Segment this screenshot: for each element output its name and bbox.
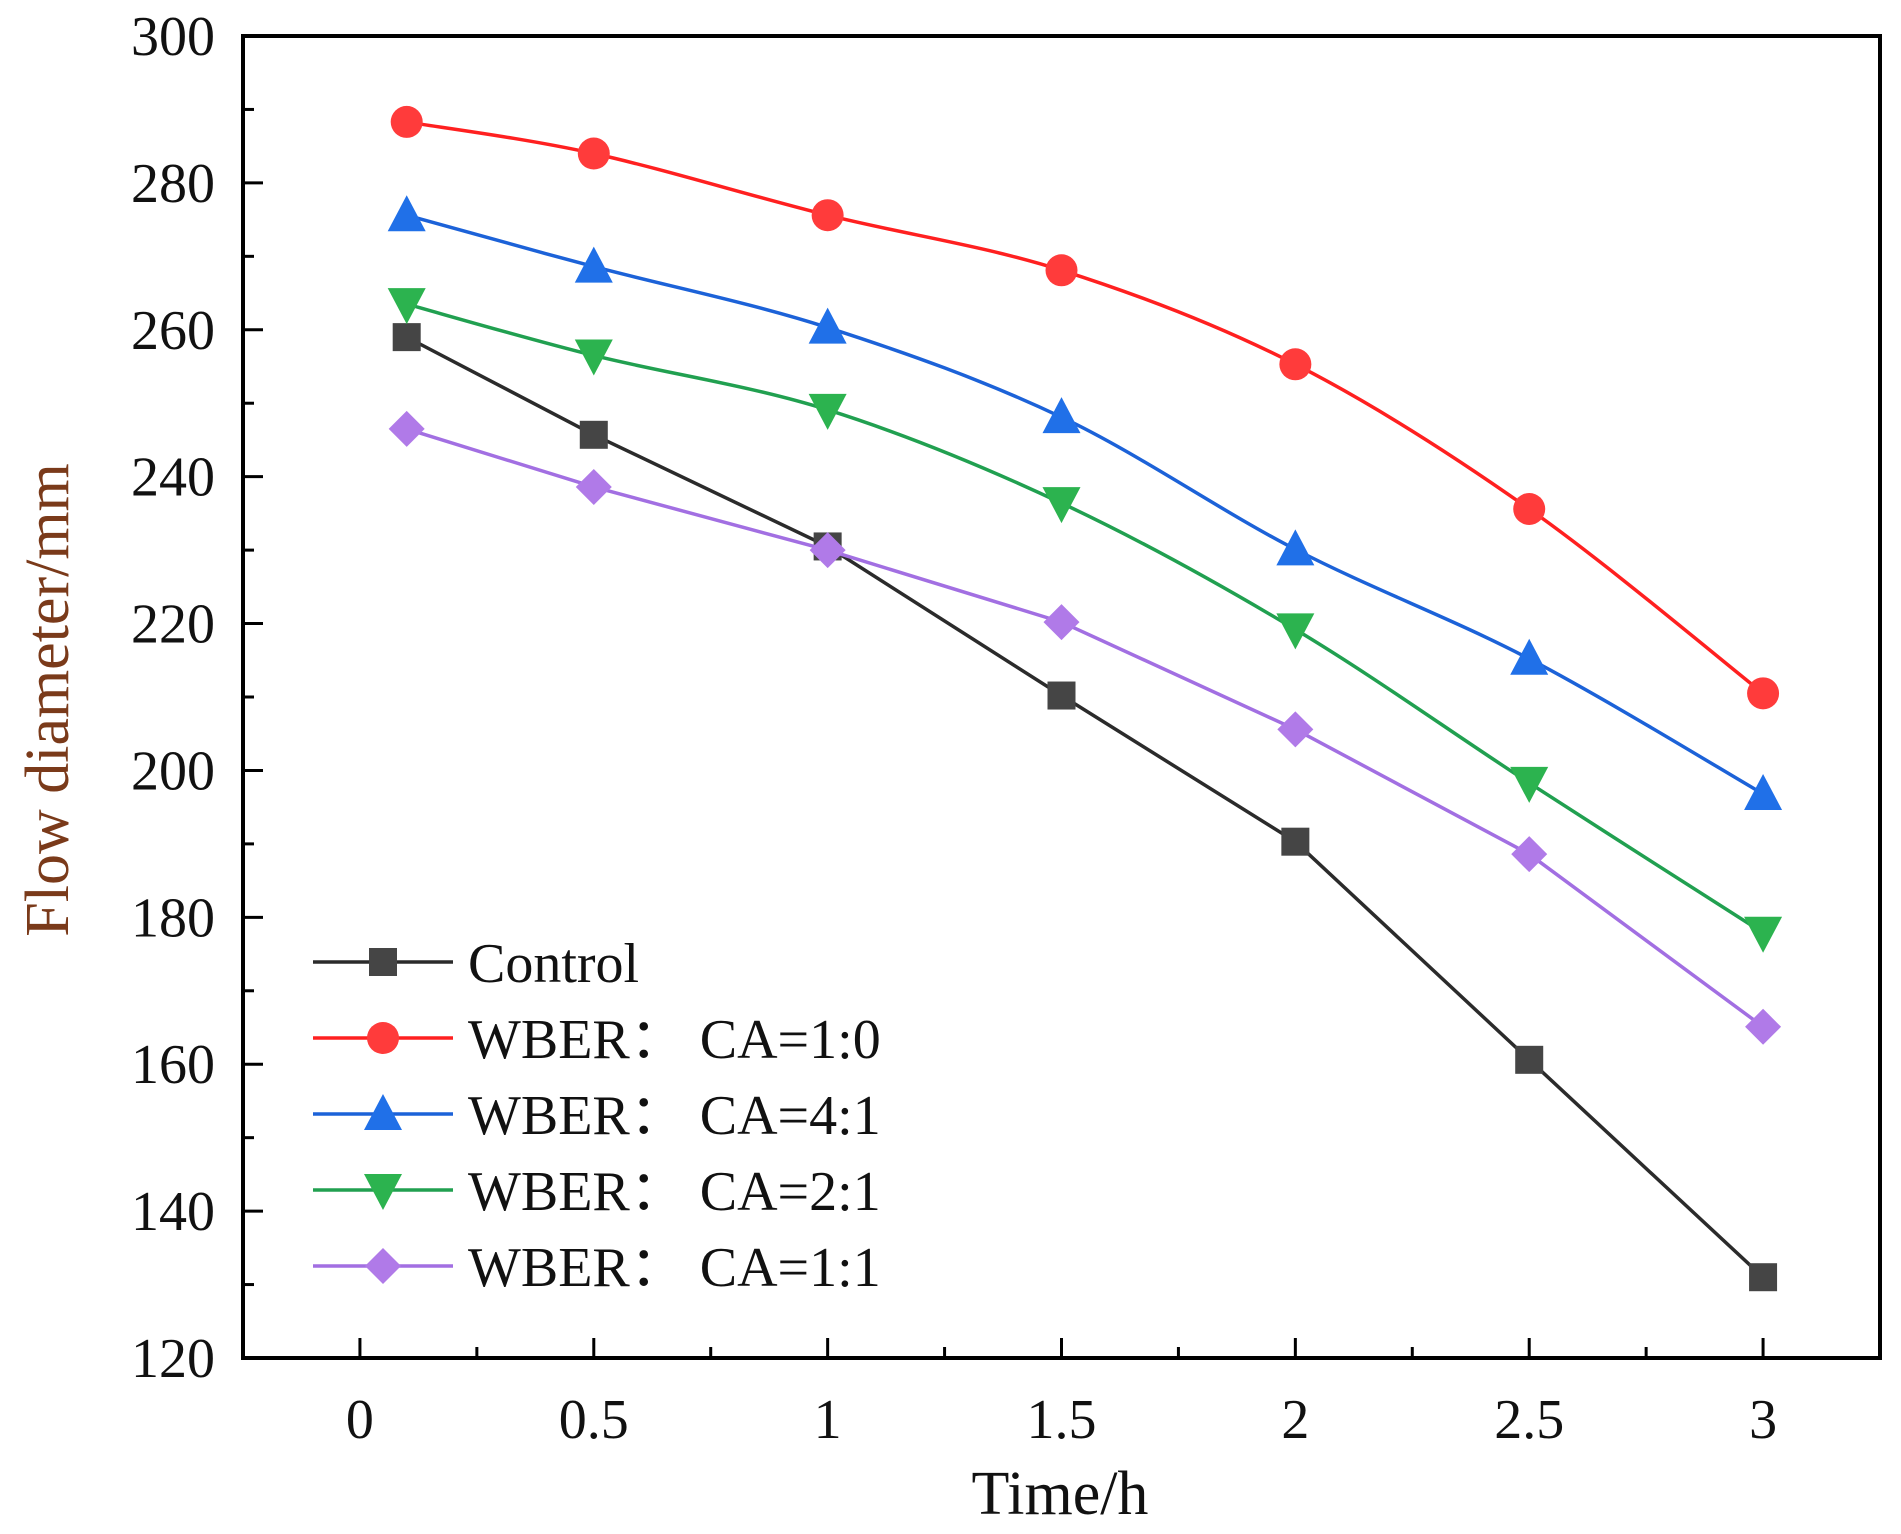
data-point bbox=[388, 410, 425, 447]
legend-label: Control bbox=[468, 933, 639, 995]
x-tick-label: 3 bbox=[1749, 1389, 1777, 1451]
data-point bbox=[1513, 492, 1546, 525]
data-point bbox=[1511, 836, 1548, 873]
data-point bbox=[809, 532, 846, 569]
y-tick-label: 300 bbox=[131, 6, 215, 68]
data-point bbox=[1744, 916, 1783, 953]
y-tick-label: 200 bbox=[131, 740, 215, 802]
series-line bbox=[406, 213, 1764, 796]
x-tick-label: 2 bbox=[1281, 1389, 1309, 1451]
x-axis-title: Time/h bbox=[972, 1460, 1149, 1528]
y-tick-label: 160 bbox=[131, 1034, 215, 1096]
data-point bbox=[1744, 773, 1783, 810]
data-point bbox=[392, 323, 421, 352]
series-layer bbox=[387, 105, 1783, 1292]
data-point bbox=[1042, 397, 1081, 434]
legend: Control WBER： CA=1:0 WBER： CA=4:1 WBER： CA=… bbox=[313, 933, 881, 1299]
series-3 bbox=[387, 195, 1783, 810]
data-point bbox=[390, 105, 423, 138]
data-point bbox=[1745, 1008, 1782, 1045]
legend-item: Control bbox=[313, 933, 639, 995]
data-point bbox=[387, 195, 426, 232]
legend-label: WBER： CA=1:1 bbox=[468, 1237, 881, 1299]
legend-marker bbox=[365, 1248, 401, 1284]
data-point bbox=[1045, 254, 1078, 287]
legend-label: WBER： CA=1:0 bbox=[468, 1009, 881, 1071]
y-tick-label: 220 bbox=[131, 594, 215, 656]
data-point bbox=[1277, 711, 1314, 748]
y-tick-label: 260 bbox=[131, 300, 215, 362]
legend-marker bbox=[369, 948, 397, 976]
data-point bbox=[1747, 677, 1780, 710]
data-point bbox=[574, 246, 613, 283]
data-point bbox=[1047, 681, 1076, 710]
legend-marker bbox=[364, 1094, 402, 1130]
legend-item: WBER： CA=2:1 bbox=[313, 1161, 881, 1223]
legend-item: WBER： CA=4:1 bbox=[313, 1085, 881, 1147]
data-point bbox=[1276, 613, 1315, 650]
series-4 bbox=[387, 288, 1783, 953]
series-5 bbox=[388, 410, 1782, 1045]
legend-item: WBER： CA=1:1 bbox=[313, 1237, 881, 1299]
x-tick-label: 2.5 bbox=[1494, 1389, 1564, 1451]
data-point bbox=[808, 393, 847, 430]
data-point bbox=[387, 288, 426, 325]
series-2 bbox=[390, 105, 1780, 710]
axis-tick-labels: 0 0.5 1 1.5 2 2.5 3 120 140 160 180 200 220 240 260 280… bbox=[131, 6, 1777, 1451]
data-point bbox=[1043, 604, 1080, 641]
data-point bbox=[1276, 529, 1315, 566]
data-point bbox=[579, 420, 608, 449]
data-point bbox=[574, 339, 613, 376]
series-line bbox=[406, 302, 1765, 935]
y-tick-label: 140 bbox=[131, 1181, 215, 1243]
y-tick-label: 180 bbox=[131, 887, 215, 949]
y-tick-label: 240 bbox=[131, 447, 215, 509]
legend-label: WBER： CA=2:1 bbox=[468, 1161, 881, 1223]
legend-marker bbox=[364, 1174, 402, 1210]
legend-marker bbox=[367, 1022, 399, 1054]
x-tick-label: 0.5 bbox=[559, 1389, 629, 1451]
data-point bbox=[575, 468, 612, 505]
y-axis-title: Flow diameter/mm bbox=[14, 463, 82, 937]
data-point bbox=[1510, 766, 1549, 803]
series-line bbox=[406, 120, 1765, 695]
data-point bbox=[1279, 348, 1312, 381]
x-tick-label: 0 bbox=[346, 1389, 374, 1451]
x-tick-label: 1.5 bbox=[1027, 1389, 1097, 1451]
legend-label: WBER： CA=4:1 bbox=[468, 1085, 881, 1147]
axis-ticks bbox=[243, 34, 1765, 1360]
x-tick-label: 1 bbox=[814, 1389, 842, 1451]
data-point bbox=[808, 307, 847, 344]
y-tick-label: 120 bbox=[131, 1328, 215, 1390]
data-point bbox=[811, 199, 844, 232]
data-point bbox=[1281, 827, 1310, 856]
data-point bbox=[1510, 638, 1549, 675]
legend-item: WBER： CA=1:0 bbox=[313, 1009, 881, 1071]
data-point bbox=[577, 137, 610, 170]
data-point bbox=[1042, 487, 1081, 524]
data-point bbox=[1749, 1263, 1778, 1292]
data-point bbox=[1515, 1045, 1544, 1074]
y-tick-label: 280 bbox=[131, 153, 215, 215]
